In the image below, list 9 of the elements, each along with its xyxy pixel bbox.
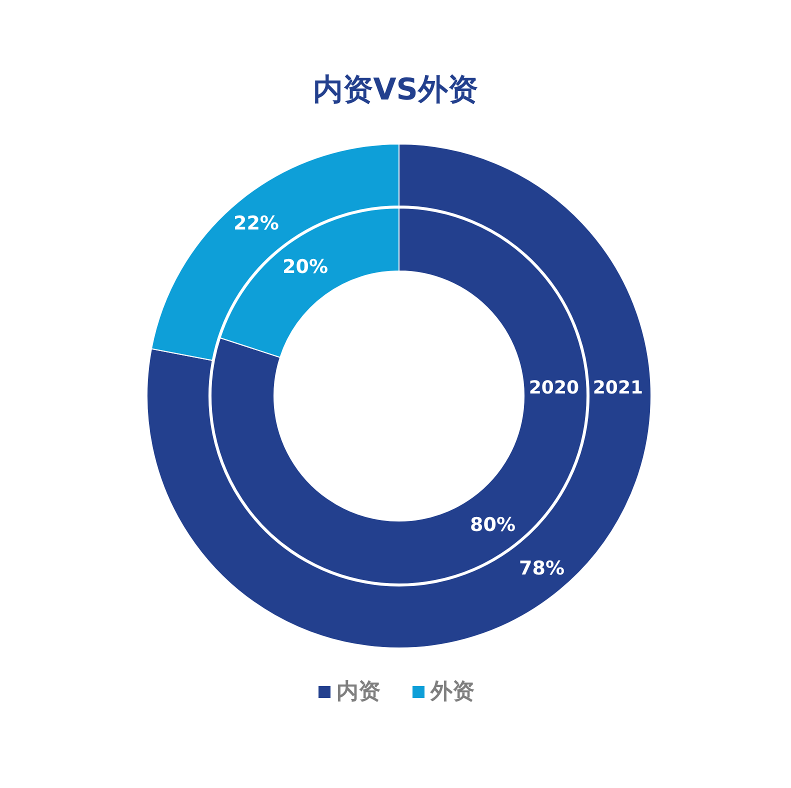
slice-label: 2021: [592, 378, 643, 398]
slice-label: 2020: [528, 378, 579, 398]
data-label: 78%: [519, 558, 565, 580]
chart-title: 内资VS外资: [313, 72, 478, 108]
data-label: 20%: [282, 256, 328, 278]
data-label: 80%: [470, 514, 516, 536]
legend-label: 内资: [336, 680, 380, 704]
data-label: 22%: [233, 212, 279, 234]
legend-label: 外资: [430, 680, 474, 704]
